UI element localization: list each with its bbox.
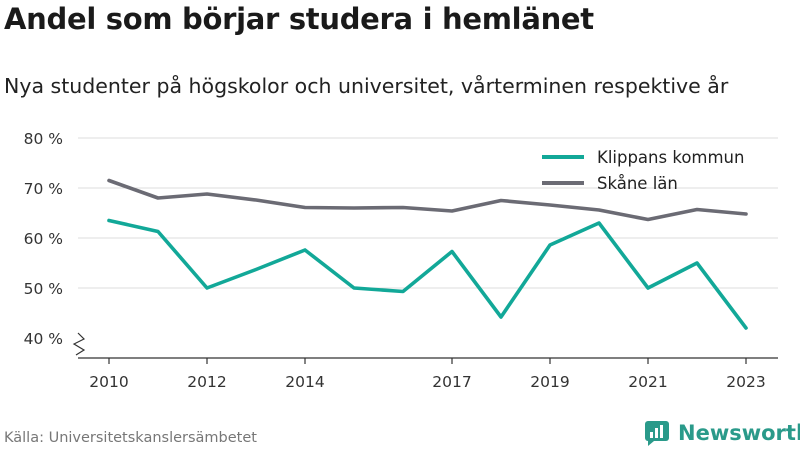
brand-name: Newsworthy <box>678 421 800 445</box>
grid-lines <box>78 137 778 289</box>
y-tick-label: 40 % <box>24 330 63 348</box>
x-tick-label: 2019 <box>530 373 569 391</box>
bar-chart-logo-icon <box>645 421 669 446</box>
y-axis-break-mark <box>72 332 86 356</box>
chart-title: Andel som börjar studera i hemlänet <box>4 2 594 36</box>
series-line-klippans-kommun <box>107 218 748 330</box>
x-tick-label: 2012 <box>187 373 226 391</box>
series-lines <box>107 178 748 330</box>
x-tick-label: 2017 <box>432 373 471 391</box>
y-tick-label: 60 % <box>24 230 63 248</box>
brand-logo: Newsworthy <box>644 420 800 446</box>
legend-label: Skåne län <box>597 174 678 193</box>
y-tick-label: 80 % <box>24 130 63 148</box>
x-tick-label: 2010 <box>89 373 128 391</box>
y-tick-label: 70 % <box>24 180 63 198</box>
x-tick-label: 2021 <box>628 373 667 391</box>
y-tick-label: 50 % <box>24 280 63 298</box>
x-tick-label: 2023 <box>726 373 765 391</box>
x-axis-tick-labels: 2010 2012 2014 2017 2019 2021 2023 <box>89 358 766 391</box>
x-tick-label: 2014 <box>285 373 324 391</box>
chart-subtitle: Nya studenter på högskolor och universit… <box>4 74 729 98</box>
legend-label: Klippans kommun <box>597 148 744 167</box>
y-axis-tick-labels: 40 % 50 % 60 % 70 % 80 % <box>24 130 63 348</box>
x-axis <box>72 332 778 359</box>
series-line-skåne-län <box>107 178 748 222</box>
legend: Klippans kommun Skåne län <box>542 148 744 193</box>
source-note: Källa: Universitetskanslersämbetet <box>4 430 257 446</box>
